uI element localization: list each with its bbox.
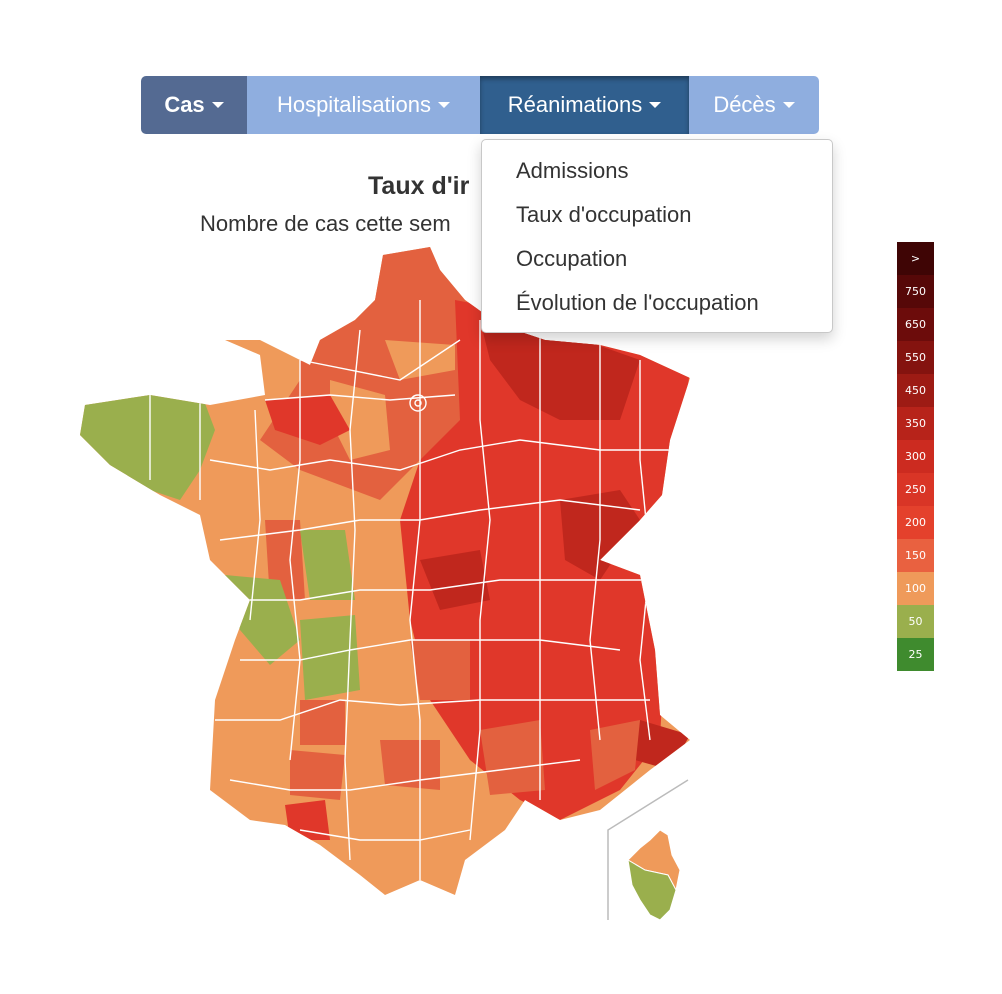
legend-cell: 150 (897, 539, 934, 572)
hospitalisations-dropdown-button[interactable]: Hospitalisations (247, 76, 480, 134)
deces-dropdown-button[interactable]: Décès (689, 76, 819, 134)
cas-label: Cas (164, 92, 205, 117)
region-gers-orange (290, 750, 345, 800)
legend-cell: 25 (897, 638, 934, 671)
menu-item-taux-occupation[interactable]: Taux d'occupation (516, 202, 692, 227)
legend-cell: 250 (897, 473, 934, 506)
hospitalisations-label: Hospitalisations (276, 92, 432, 117)
legend-cell: 100 (897, 572, 934, 605)
cas-dropdown-button[interactable]: Cas (141, 76, 247, 134)
chart-title: Taux d'ir (368, 172, 470, 200)
deces-label: Décès (713, 92, 776, 117)
region-allier-dark (420, 550, 490, 610)
region-cantal-orange (410, 640, 470, 700)
caret-down-icon (211, 102, 224, 108)
region-brittany (80, 390, 215, 500)
legend-cell: 550 (897, 341, 934, 374)
legend-cell: > (897, 242, 934, 275)
region-rhone-orange (590, 720, 640, 790)
color-scale-legend: > 750 650 550 450 350 300 250 200 150 10… (897, 242, 934, 671)
legend-cell: 750 (897, 275, 934, 308)
region-vienne (300, 530, 355, 600)
reanimations-label: Réanimations (507, 92, 643, 117)
legend-cell: 450 (897, 374, 934, 407)
caret-down-icon (438, 102, 451, 108)
legend-cell: 200 (897, 506, 934, 539)
region-dordogne (300, 615, 360, 700)
chart-subtitle: Nombre de cas cette sem (200, 211, 451, 236)
legend-cell: 650 (897, 308, 934, 341)
menu-item-occupation[interactable]: Occupation (516, 246, 628, 271)
menu-item-admissions[interactable]: Admissions (516, 158, 629, 183)
corsica-south (627, 859, 677, 921)
legend-cell: 50 (897, 605, 934, 638)
region-htes-pyr (285, 800, 330, 840)
menu-item-evolution-occupation[interactable]: Évolution de l'occupation (516, 290, 759, 315)
region-tarn-orange (300, 700, 345, 745)
legend-cell: 300 (897, 440, 934, 473)
region-aveyron-orange (380, 740, 440, 790)
caret-down-icon (649, 102, 662, 108)
corsica-inset-border (607, 779, 689, 920)
region-sarthe (265, 395, 350, 445)
region-centre-light (330, 380, 390, 460)
region-gard-orange (480, 720, 545, 795)
caret-down-icon (782, 102, 795, 108)
region-east (400, 300, 690, 820)
legend-cell: 350 (897, 407, 934, 440)
reanimations-dropdown-menu: Admissions Taux d'occupation Occupation … (481, 139, 833, 333)
category-navbar: Cas Hospitalisations Réanimations Décès (141, 76, 819, 134)
reanimations-dropdown-button[interactable]: Réanimations (480, 76, 689, 134)
